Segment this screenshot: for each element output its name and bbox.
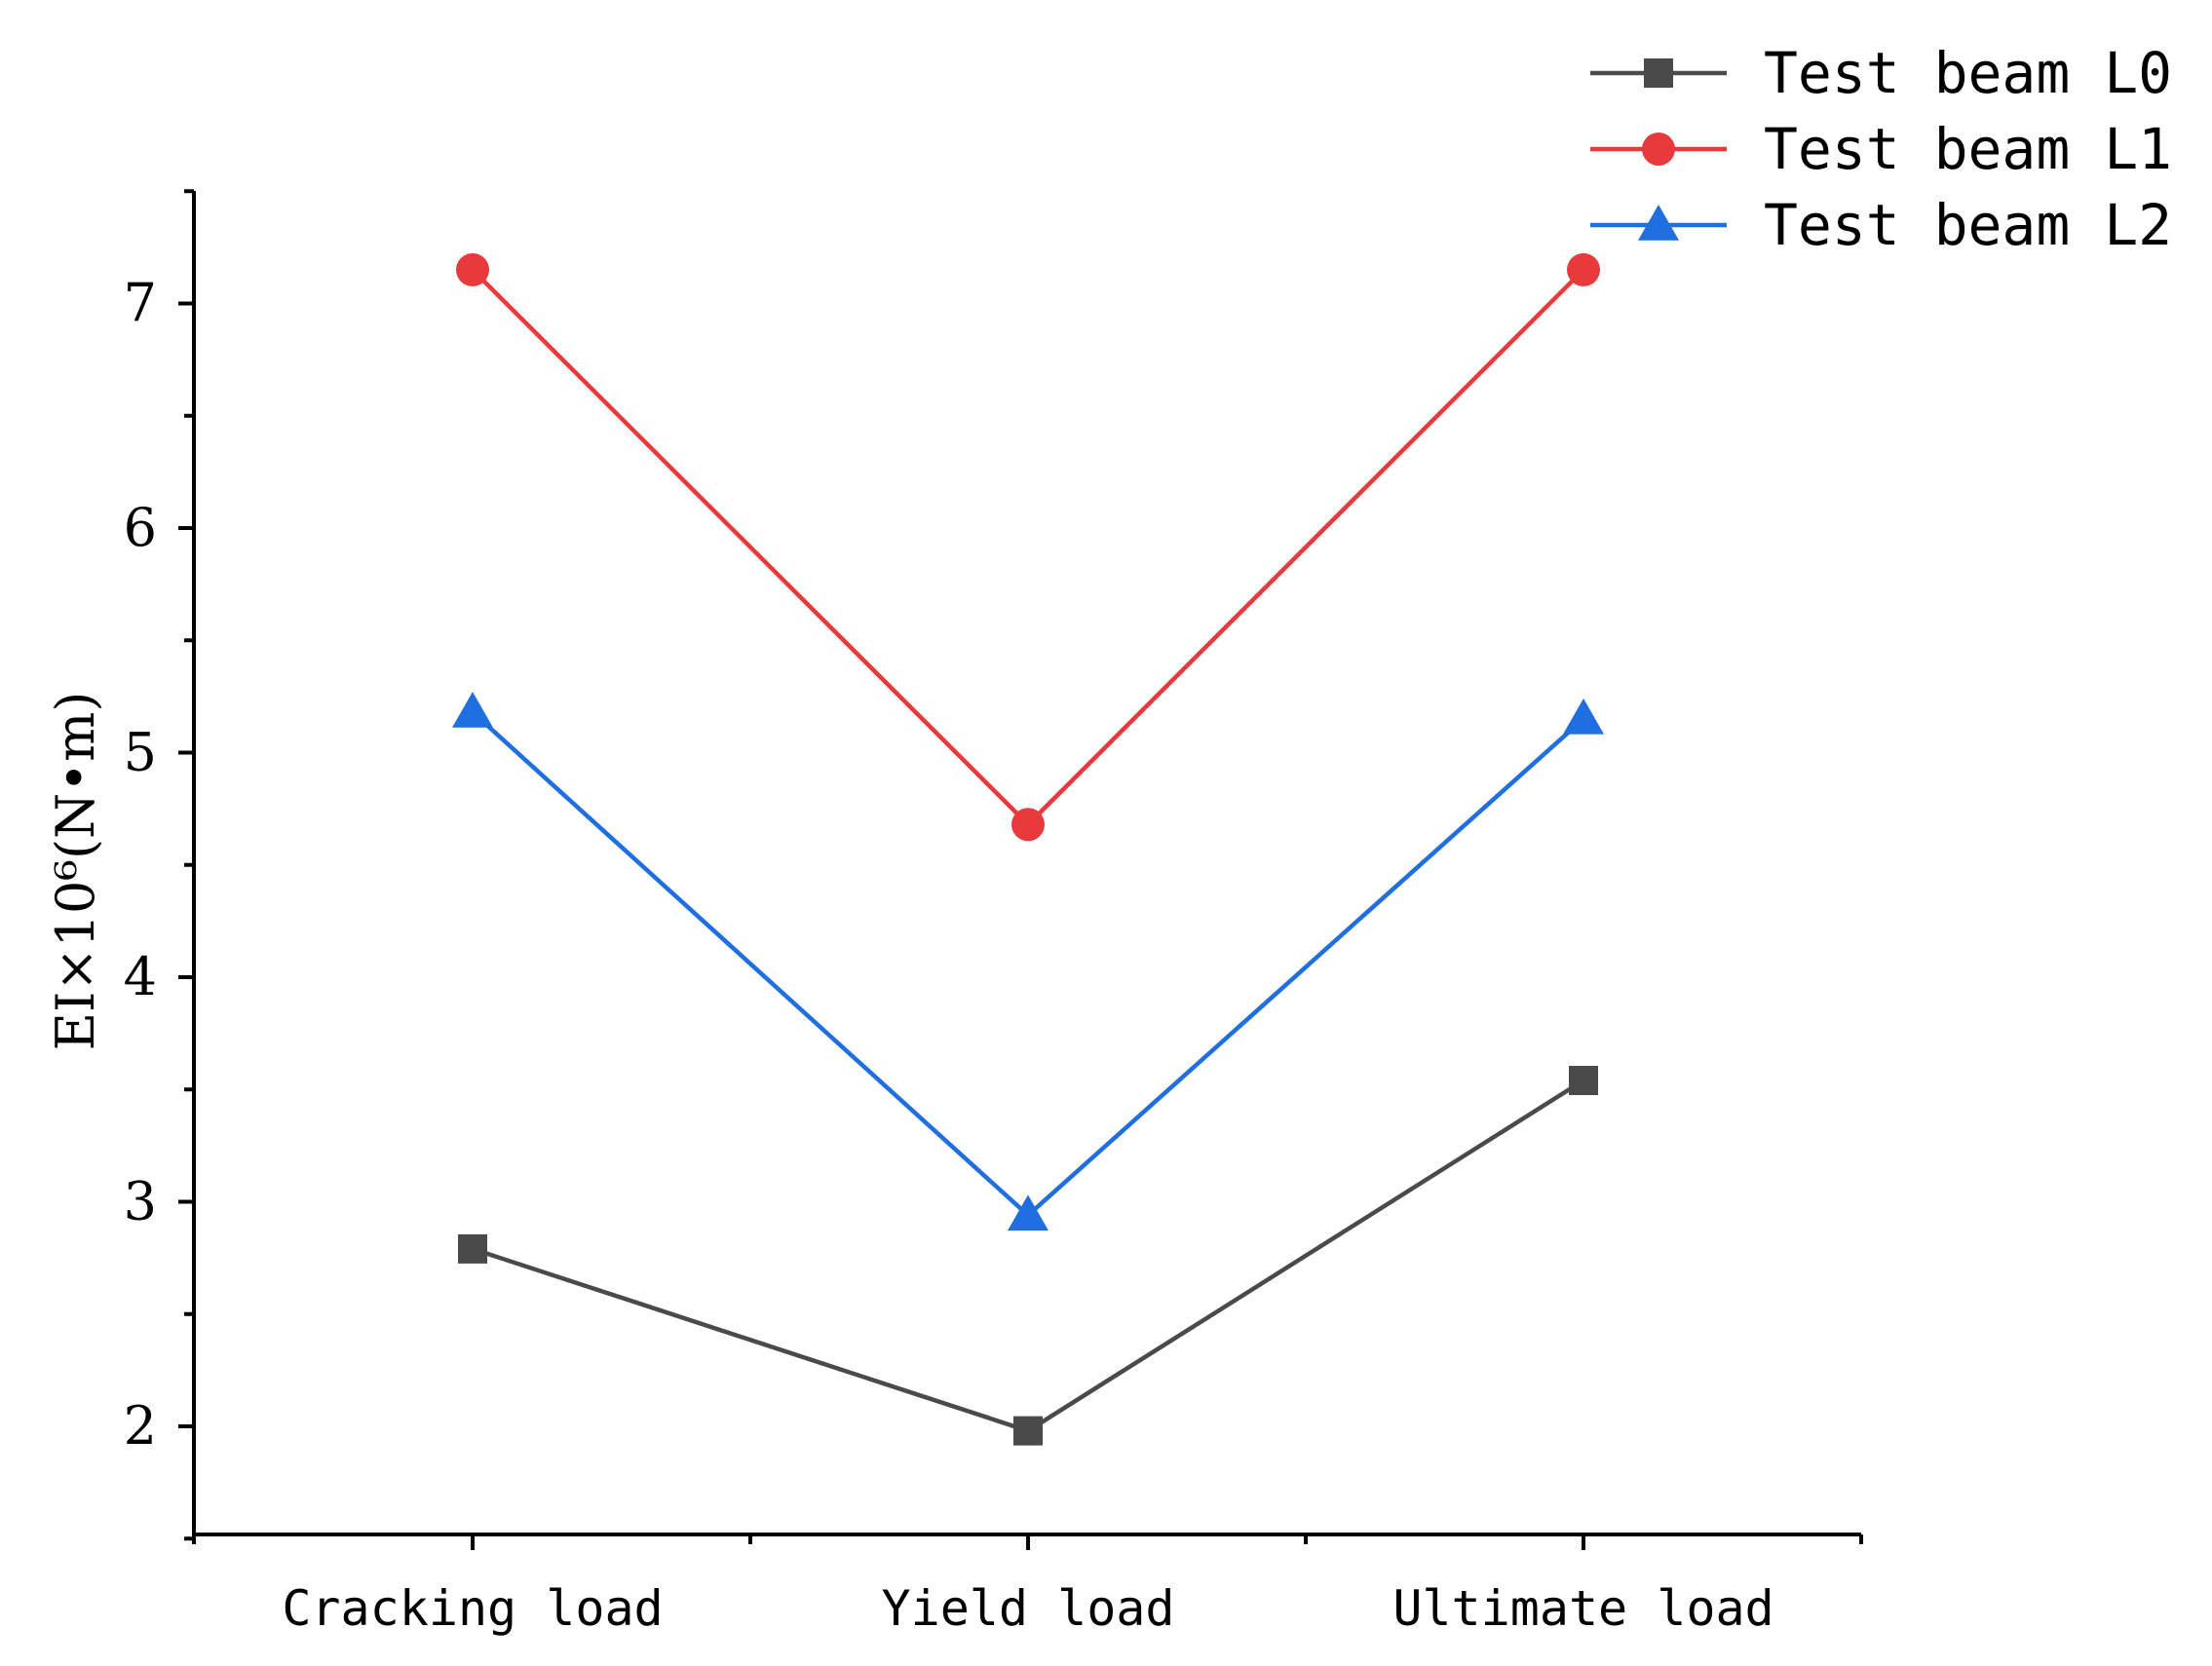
x-tick-label: Yield load: [881, 1580, 1174, 1637]
y-tick-label: 2: [124, 1395, 157, 1457]
y-tick-label: 4: [124, 946, 157, 1007]
legend-label: Test beam L0: [1764, 40, 2172, 106]
series-line: [471, 268, 1585, 828]
legend: Test beam L0 Test beam L1 Test beam L2: [1590, 40, 2172, 258]
data-point: [1011, 808, 1045, 842]
y-tick-label: 7: [124, 273, 157, 334]
legend-label: Test beam L2: [1764, 192, 2172, 258]
y-tick-label: 6: [124, 497, 157, 558]
legend-item: Test beam L0: [1590, 40, 2172, 106]
y-tick-label: 3: [124, 1171, 157, 1232]
legend-marker: [1644, 58, 1673, 88]
legend-label: Test beam L1: [1764, 116, 2172, 182]
series-0: [458, 1066, 1598, 1446]
series-layer: [452, 252, 1604, 1446]
x-tick-label: Ultimate load: [1392, 1580, 1773, 1637]
legend-item: Test beam L2: [1590, 192, 2172, 258]
data-point: [1563, 698, 1604, 735]
y-tick-label: 5: [124, 722, 157, 783]
series-2: [452, 692, 1604, 1231]
data-point: [456, 252, 489, 286]
data-point: [1008, 1194, 1049, 1231]
axes: 2 3 4 5 6 7 Cracking load Yield load Ultimate lo…: [124, 189, 1863, 1637]
legend-marker: [1642, 133, 1675, 166]
data-point: [1567, 252, 1600, 286]
legend-item: Test beam L1: [1590, 116, 2172, 182]
data-point: [458, 1233, 487, 1264]
y-axis-label: EI×10⁶(N•m): [45, 692, 106, 1051]
series-line: [471, 710, 1585, 1219]
data-point: [1569, 1066, 1598, 1096]
legend-marker: [1638, 205, 1679, 241]
series-1: [456, 252, 1600, 842]
series-line: [472, 1079, 1585, 1434]
data-point: [452, 692, 493, 728]
x-tick-label: Cracking load: [282, 1580, 663, 1637]
data-point: [1013, 1416, 1043, 1446]
